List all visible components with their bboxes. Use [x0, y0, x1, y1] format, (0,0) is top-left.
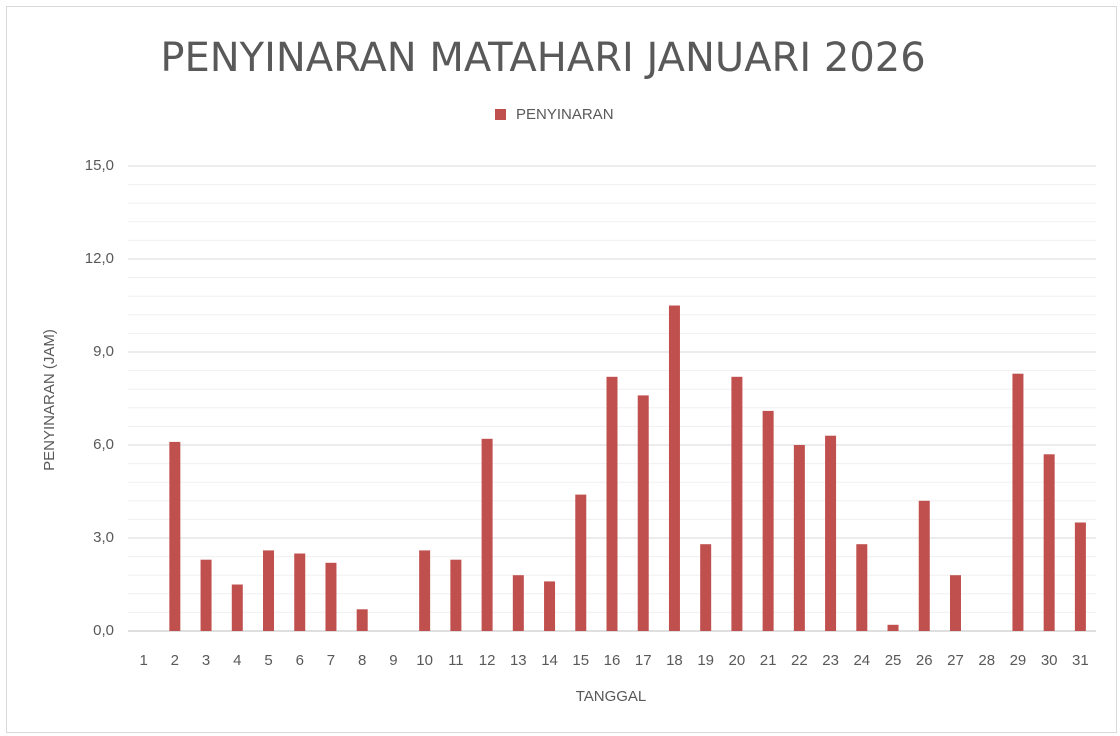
bar	[731, 376, 743, 631]
bar	[918, 500, 930, 631]
x-tick-label: 28	[978, 652, 995, 669]
x-tick-label: 29	[1010, 652, 1027, 669]
bar	[762, 410, 774, 631]
chart-title: PENYINARAN MATAHARI JANUARI 2026	[160, 35, 925, 81]
chart-border	[6, 6, 1117, 733]
bar	[294, 553, 306, 631]
legend-swatch	[495, 109, 506, 120]
bar	[231, 584, 243, 631]
bar	[606, 376, 618, 631]
x-tick-label: 8	[358, 652, 366, 669]
bar	[481, 438, 493, 631]
x-tick-label: 16	[604, 652, 621, 669]
y-tick-label: 9,0	[93, 343, 114, 360]
bar	[263, 550, 275, 631]
x-tick-label: 14	[541, 652, 558, 669]
y-axis-label: PENYINARAN (JAM)	[41, 329, 58, 471]
bar	[793, 445, 805, 631]
bar	[575, 494, 587, 631]
x-tick-label: 18	[666, 652, 683, 669]
x-tick-label: 10	[416, 652, 433, 669]
x-tick-label: 12	[479, 652, 496, 669]
x-tick-label: 24	[853, 652, 870, 669]
bar	[169, 441, 181, 631]
x-axis-label: TANGGAL	[576, 688, 647, 705]
bar	[856, 544, 868, 631]
y-tick-label: 0,0	[93, 622, 114, 639]
x-tick-label: 5	[264, 652, 272, 669]
x-tick-label: 21	[760, 652, 777, 669]
y-tick-label: 6,0	[93, 436, 114, 453]
bar	[700, 544, 712, 631]
bar	[512, 575, 524, 631]
bar	[887, 624, 899, 631]
x-tick-label: 25	[885, 652, 902, 669]
x-tick-label: 27	[947, 652, 964, 669]
x-tick-label: 20	[729, 652, 746, 669]
bar	[637, 395, 649, 631]
bar	[544, 581, 556, 631]
x-tick-label: 17	[635, 652, 652, 669]
bar	[825, 435, 837, 631]
x-tick-label: 2	[171, 652, 179, 669]
x-tick-label: 22	[791, 652, 808, 669]
y-tick-label: 12,0	[85, 250, 114, 267]
x-tick-label: 15	[572, 652, 589, 669]
x-tick-label: 7	[327, 652, 335, 669]
x-tick-label: 26	[916, 652, 933, 669]
bar	[1074, 522, 1086, 631]
bar	[325, 562, 337, 631]
bar	[419, 550, 431, 631]
x-tick-label: 31	[1072, 652, 1089, 669]
x-tick-label: 1	[139, 652, 147, 669]
bar	[1012, 373, 1024, 631]
x-tick-label: 30	[1041, 652, 1058, 669]
bar	[1043, 454, 1055, 631]
y-tick-label: 15,0	[85, 157, 114, 174]
bar	[450, 559, 462, 631]
y-tick-label: 3,0	[93, 529, 114, 546]
bar	[668, 305, 680, 631]
bar	[200, 559, 212, 631]
x-tick-label: 4	[233, 652, 241, 669]
x-tick-label: 19	[697, 652, 714, 669]
x-tick-label: 23	[822, 652, 839, 669]
x-tick-label: 9	[389, 652, 397, 669]
x-tick-label: 11	[448, 652, 464, 669]
x-tick-label: 6	[296, 652, 304, 669]
x-tick-label: 13	[510, 652, 527, 669]
legend-label: PENYINARAN	[516, 106, 614, 123]
x-tick-label: 3	[202, 652, 210, 669]
bar	[356, 609, 368, 631]
bar	[949, 575, 961, 631]
